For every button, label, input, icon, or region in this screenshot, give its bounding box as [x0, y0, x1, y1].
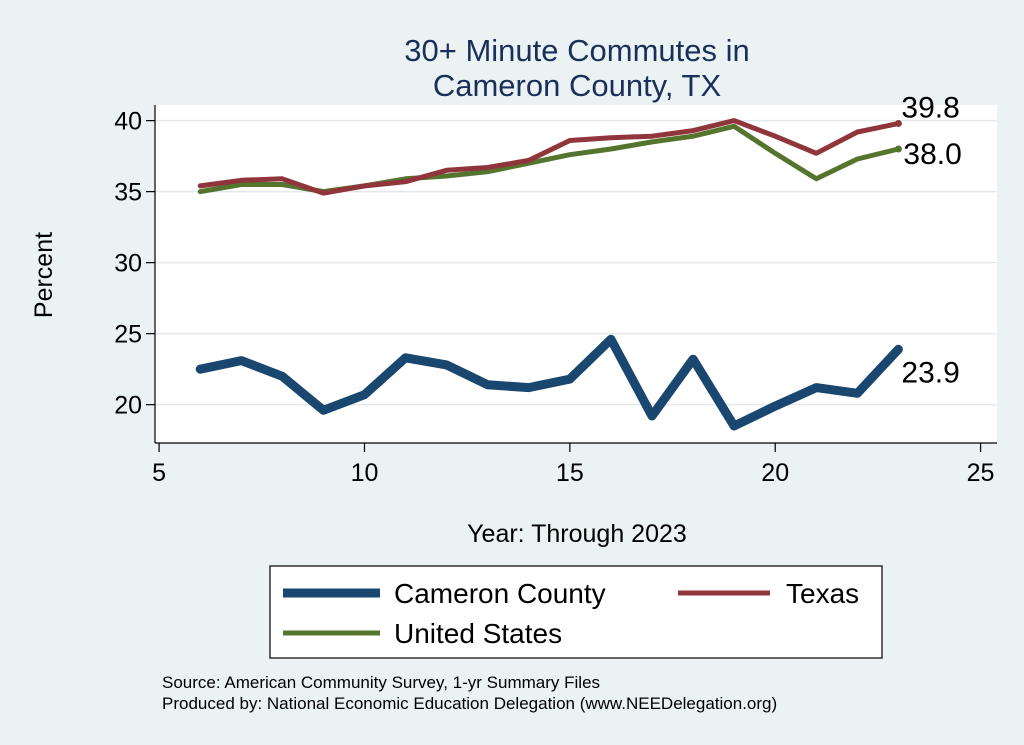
producer-note: Produced by: National Economic Education… — [162, 694, 777, 713]
x-tick-label-25: 25 — [967, 459, 995, 487]
legend-label-united-states: United States — [394, 618, 562, 649]
x-tick-label-15: 15 — [556, 459, 584, 487]
gridlines — [155, 119, 997, 406]
end-point-texas — [894, 119, 902, 127]
end-label-texas: 39.8 — [901, 91, 959, 124]
x-axis-ticks: 5 10 15 20 25 — [152, 443, 994, 487]
series-lines — [195, 118, 903, 431]
end-point-cameron-county — [894, 345, 902, 353]
end-label-cameron-county: 23.9 — [901, 356, 959, 389]
y-tick-label-20: 20 — [114, 392, 142, 420]
x-axis-title: Year: Through 2023 — [467, 520, 687, 548]
series-line-texas — [197, 118, 901, 196]
y-tick-label-40: 40 — [114, 108, 142, 136]
end-point-united-states — [894, 145, 902, 153]
legend-box — [269, 565, 883, 659]
x-tick-label-10: 10 — [351, 459, 379, 487]
source-note: Source: American Community Survey, 1-yr … — [162, 673, 600, 692]
chart-title-line-1: 30+ Minute Commutes in — [404, 33, 749, 68]
series-line-cameron-county — [195, 334, 903, 431]
legend-label-texas: Texas — [786, 578, 859, 609]
y-tick-label-25: 25 — [114, 321, 142, 349]
end-labels: 23.9 39.8 38.0 — [894, 91, 962, 389]
y-axis-title: Percent — [30, 232, 58, 318]
y-tick-label-30: 30 — [114, 250, 142, 278]
chart-title-line-2: Cameron County, TX — [433, 68, 722, 103]
x-tick-label-20: 20 — [761, 459, 789, 487]
y-axis-ticks: 20 25 30 35 40 — [114, 108, 155, 420]
end-label-united-states: 38.0 — [903, 138, 961, 171]
x-tick-label-5: 5 — [152, 459, 166, 487]
legend-label-cameron-county: Cameron County — [394, 578, 606, 609]
y-tick-label-35: 35 — [114, 179, 142, 207]
